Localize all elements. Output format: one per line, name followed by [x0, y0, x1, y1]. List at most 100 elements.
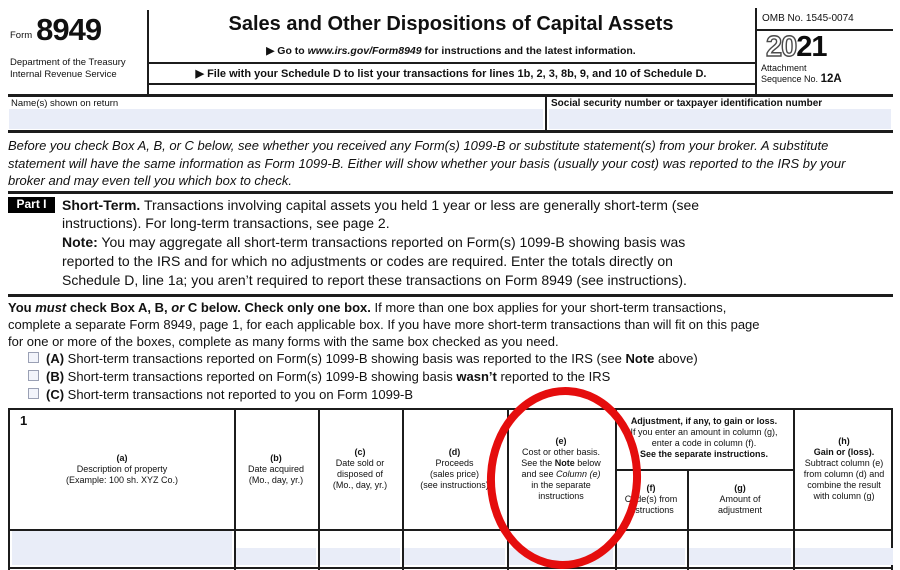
box-check-instructions: You must check Box A, B, or C below. Che…: [8, 299, 894, 350]
box-a-letter: (A): [46, 351, 65, 366]
col-g-line: Amount of: [719, 494, 761, 504]
col-e-header: (e) Cost or other basis. See the Note be…: [507, 436, 615, 502]
attachment-word: Attachment: [761, 63, 807, 73]
sequence-word: Sequence No.: [761, 73, 819, 84]
grid-line: [10, 529, 891, 531]
col-e-line: and see: [521, 469, 556, 479]
box-b-row: (B) Short-term transactions reported on …: [28, 369, 610, 384]
form-word: Form: [10, 30, 33, 41]
col-f-letter: (f): [646, 483, 656, 493]
row1-date-acquired-input[interactable]: [236, 548, 316, 565]
attachment-sequence: Attachment Sequence No. 12A: [761, 63, 842, 84]
part1-heading: Short-Term. Transactions involving capit…: [62, 196, 872, 232]
adjustment-header: Adjustment, if any, to gain or loss. If …: [615, 416, 793, 460]
col-e-line: See the: [521, 458, 555, 468]
form-number-block: Form 8949: [10, 12, 142, 47]
col-e-letter: (e): [555, 436, 567, 446]
agency-name: Department of the Treasury Internal Reve…: [10, 57, 145, 80]
instr-bold-italic: or: [171, 300, 185, 315]
tin-input[interactable]: [549, 109, 891, 129]
section-rule-notice: [8, 191, 893, 194]
col-e-column-ref: Column (e): [556, 469, 601, 479]
row1-code-input[interactable]: [617, 548, 685, 565]
row1-adjustment-input[interactable]: [689, 548, 791, 565]
tax-year: 2021: [765, 31, 827, 63]
box-c-checkbox[interactable]: [28, 388, 39, 399]
grid-line: [687, 469, 689, 570]
box-b-text-end: reported to the IRS: [496, 369, 611, 384]
grid-line: [318, 410, 320, 570]
box-a-checkbox[interactable]: [28, 352, 39, 363]
col-h-line: from column (d) and: [803, 469, 885, 479]
part1-badge: Part I: [8, 197, 55, 213]
row1-date-sold-input[interactable]: [320, 548, 400, 565]
col-h-line: with column (g): [813, 491, 875, 501]
section-rule-header: [8, 94, 893, 97]
box-c-letter: (C): [46, 387, 65, 402]
year-outline: 20: [765, 31, 798, 63]
grid-line: [615, 469, 793, 471]
year-solid: 21: [796, 31, 827, 63]
instr-line2: complete a separate Form 8949, page 1, f…: [8, 317, 760, 332]
col-d-letter: (d): [448, 447, 461, 457]
header-inner-rule: [147, 62, 755, 64]
box-a-row: (A) Short-term transactions reported on …: [28, 351, 698, 366]
box-c-text: Short-term transactions not reported to …: [64, 387, 414, 402]
form-number: 8949: [36, 12, 102, 47]
grid-line: [10, 567, 891, 569]
col-d-line: Proceeds: [435, 458, 474, 468]
col-g-line: adjustment: [717, 505, 763, 515]
dept-line2: Internal Revenue Service: [10, 68, 117, 80]
col-f-line: Code(s) from: [624, 494, 678, 504]
part1-note: Note: You may aggregate all short-term t…: [62, 233, 874, 290]
col-e-line: below: [574, 458, 601, 468]
instr-bold-italic: must: [35, 300, 67, 315]
grid-line: [234, 410, 236, 570]
col-f-line: instructions: [628, 505, 674, 515]
col-a-letter: (a): [116, 453, 128, 463]
adjustment-line: If you enter an amount in column (g),: [630, 427, 778, 437]
grid-line: [793, 410, 795, 570]
col-b-header: (b) Date acquired (Mo., day, yr.): [234, 453, 318, 486]
col-b-line: Date acquired: [247, 464, 305, 474]
row1-gain-loss-input[interactable]: [795, 548, 893, 565]
col-h-line: combine the result: [807, 480, 881, 490]
part1-note-rest: You may aggregate all short-term transac…: [97, 234, 686, 250]
box-a-text: Short-term transactions reported on Form…: [64, 351, 626, 366]
name-label: Name(s) shown on return: [11, 98, 119, 109]
instr-bold: check Box A, B,: [66, 300, 172, 315]
file-instruction: ▶ File with your Schedule D to list your…: [195, 68, 707, 80]
name-input[interactable]: [9, 109, 543, 129]
tin-label: Social security number or taxpayer ident…: [551, 98, 823, 109]
col-c-line: disposed of: [336, 469, 384, 479]
broker-notice-line: statement will have the same information…: [8, 155, 846, 171]
box-b-label: (B) Short-term transactions reported on …: [46, 369, 610, 384]
col-c-header: (c) Date sold or disposed of (Mo., day, …: [318, 447, 402, 491]
box-b-text: Short-term transactions reported on Form…: [64, 369, 457, 384]
omb-rule: [755, 29, 893, 31]
row1-description-input[interactable]: [12, 531, 232, 565]
row1-cost-basis-input[interactable]: [509, 548, 613, 565]
irs-url-link[interactable]: www.irs.gov/Form8949: [307, 45, 422, 57]
goto-post: for instructions and the latest informat…: [421, 45, 636, 57]
instr-bold: You: [8, 300, 36, 315]
adjustment-line: enter a code in column (f).: [651, 438, 757, 448]
identity-divider: [545, 96, 547, 131]
part1-heading-bold: Short-Term.: [62, 197, 141, 213]
box-b-letter: (B): [46, 369, 65, 384]
section-rule-part1: [8, 294, 893, 297]
box-b-checkbox[interactable]: [28, 370, 39, 381]
part1-note-line3: Schedule D, line 1a; you aren’t required…: [62, 272, 687, 288]
header-divider-right: [755, 8, 757, 96]
col-d-line: (sales price): [429, 469, 479, 479]
broker-notice-line: broker and may even tell you which box t…: [8, 173, 292, 188]
box-c-label: (C) Short-term transactions not reported…: [46, 387, 413, 402]
row1-proceeds-input[interactable]: [404, 548, 505, 565]
instr-line3: for one or more of the boxes, complete a…: [8, 334, 559, 349]
transactions-table: 1 (a) Description of property (Example: …: [8, 408, 893, 570]
box-a-note: Note: [625, 351, 655, 366]
col-h-gain-loss: Gain or (loss).: [813, 447, 875, 457]
instr-rest: If more than one box applies for your sh…: [370, 300, 727, 315]
line-number: 1: [20, 413, 28, 428]
part1-heading-rest: Transactions involving capital assets yo…: [140, 197, 700, 213]
